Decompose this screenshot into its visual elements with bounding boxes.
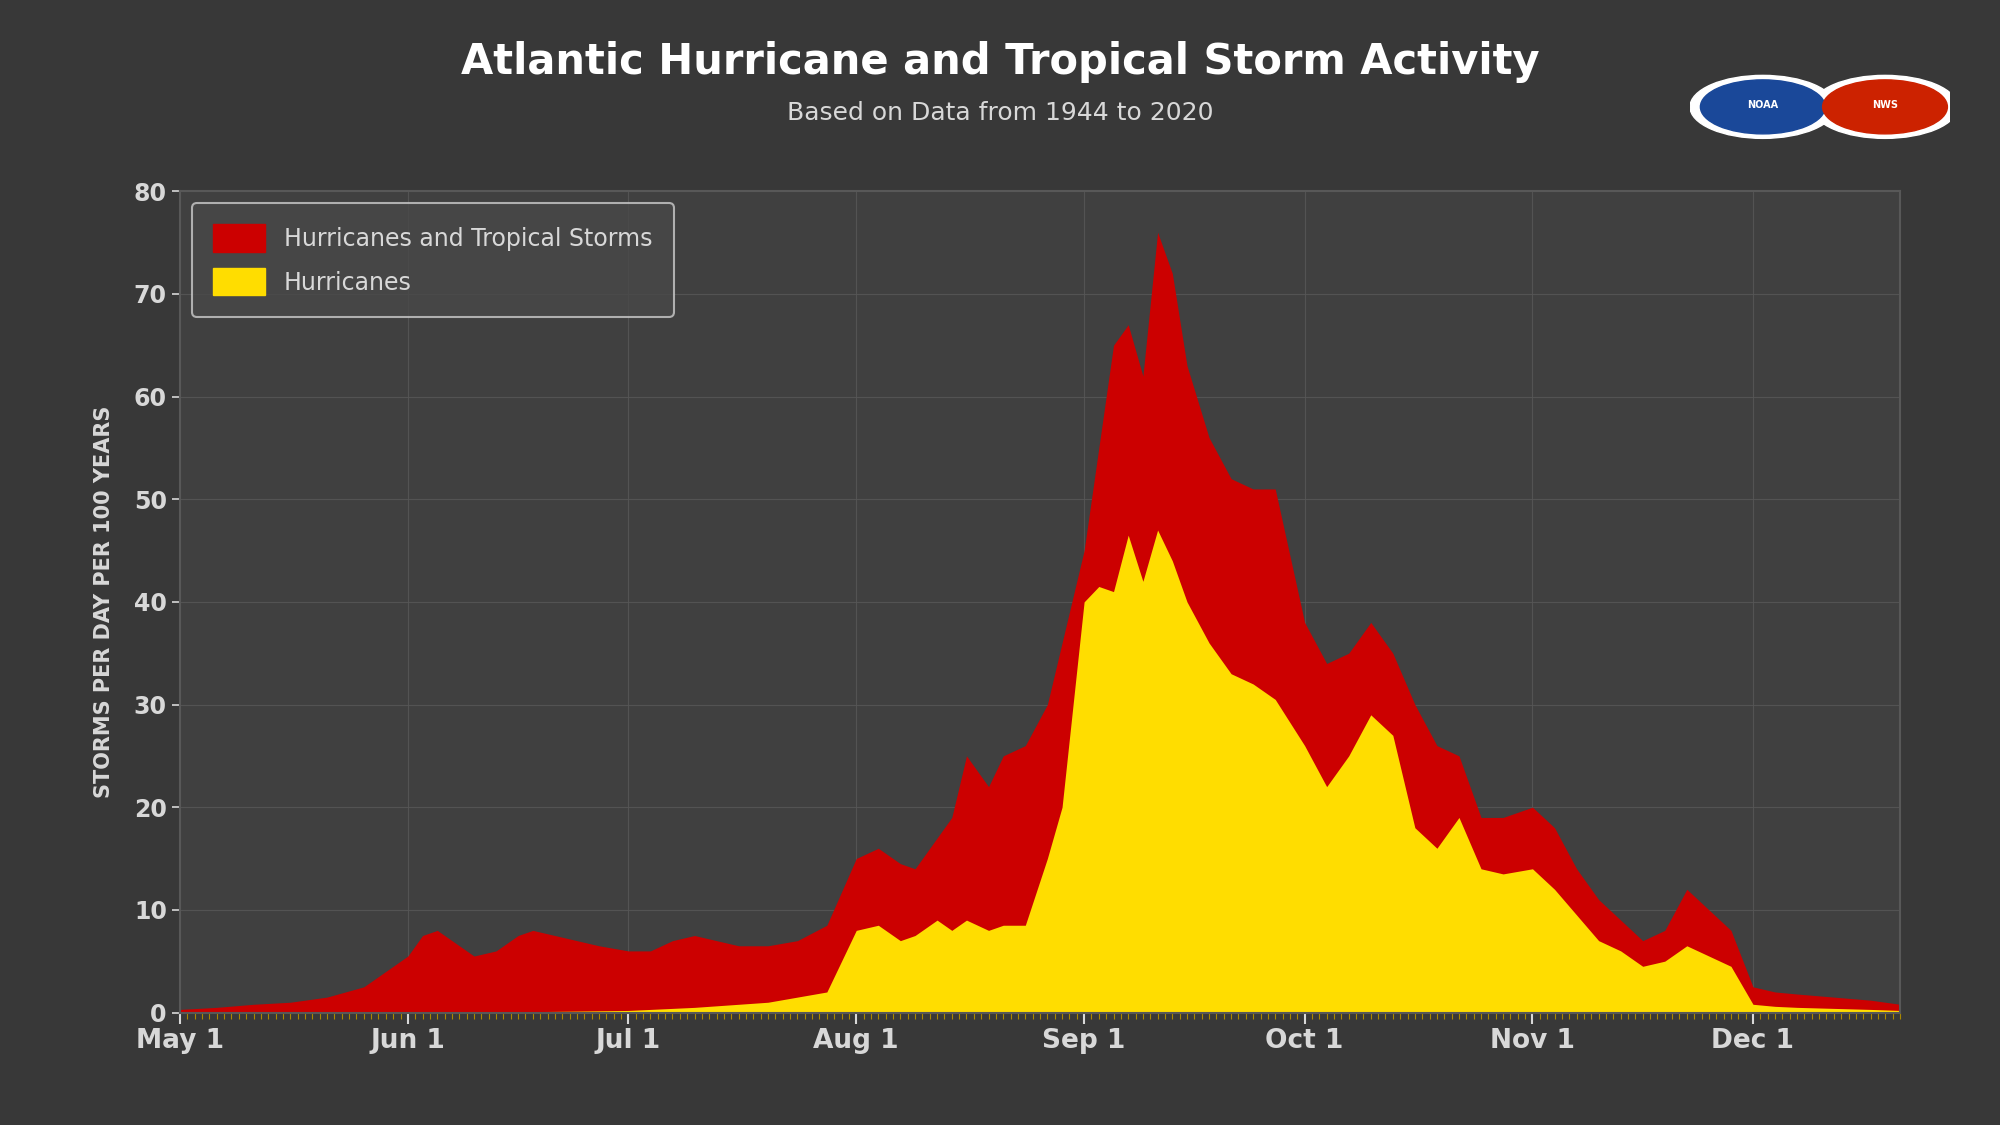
Circle shape <box>1700 80 1826 134</box>
Text: Based on Data from 1944 to 2020: Based on Data from 1944 to 2020 <box>786 100 1214 125</box>
Circle shape <box>1812 75 1958 138</box>
Circle shape <box>1822 80 1948 134</box>
Text: Atlantic Hurricane and Tropical Storm Activity: Atlantic Hurricane and Tropical Storm Ac… <box>460 40 1540 83</box>
Legend: Hurricanes and Tropical Storms, Hurricanes: Hurricanes and Tropical Storms, Hurrican… <box>192 202 674 316</box>
Y-axis label: STORMS PER DAY PER 100 YEARS: STORMS PER DAY PER 100 YEARS <box>94 406 114 798</box>
Text: NWS: NWS <box>1872 100 1898 109</box>
Text: NOAA: NOAA <box>1748 100 1778 109</box>
Circle shape <box>1690 75 1836 138</box>
